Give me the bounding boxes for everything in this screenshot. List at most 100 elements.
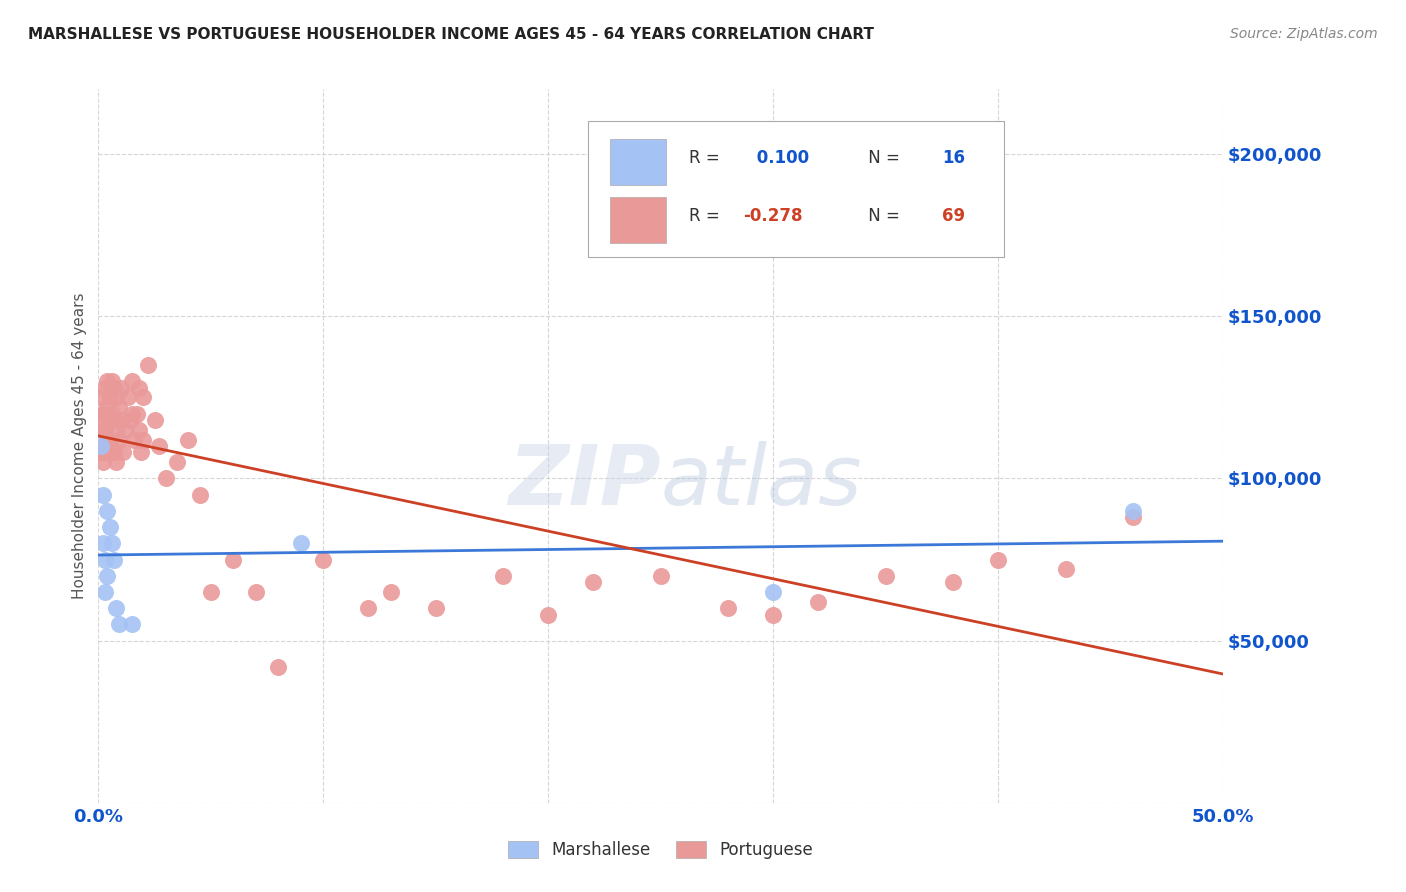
Point: [103, 552, 125, 566]
Point: [117, 390, 139, 404]
Point: [91, 407, 114, 421]
Point: [1122, 510, 1144, 524]
Point: [222, 552, 245, 566]
Legend: Marshallese, Portuguese: Marshallese, Portuguese: [502, 834, 820, 866]
Text: Source: ZipAtlas.com: Source: ZipAtlas.com: [1230, 27, 1378, 41]
Point: [101, 407, 124, 421]
Text: ZIP: ZIP: [508, 442, 661, 522]
FancyBboxPatch shape: [588, 121, 1004, 257]
Point: [96, 374, 118, 388]
Point: [492, 568, 515, 582]
Point: [103, 381, 125, 395]
Point: [94, 423, 117, 437]
Point: [121, 407, 143, 421]
Point: [96, 433, 118, 447]
Point: [91, 423, 114, 437]
Point: [121, 617, 143, 632]
Point: [114, 423, 136, 437]
Point: [105, 423, 128, 437]
Point: [105, 601, 128, 615]
Point: [110, 413, 132, 427]
Point: [762, 585, 785, 599]
Point: [105, 455, 128, 469]
Point: [98, 439, 121, 453]
Point: [96, 568, 118, 582]
Point: [537, 607, 560, 622]
Point: [105, 390, 128, 404]
Point: [94, 381, 117, 395]
Point: [96, 400, 118, 414]
Text: N =: N =: [863, 149, 905, 167]
Point: [121, 374, 143, 388]
Text: N =: N =: [863, 207, 905, 225]
Text: 69: 69: [942, 207, 965, 225]
Point: [90, 439, 112, 453]
Point: [91, 439, 114, 453]
Point: [90, 445, 112, 459]
Point: [125, 407, 148, 421]
Point: [129, 445, 152, 459]
Point: [132, 433, 155, 447]
Text: R =: R =: [689, 207, 725, 225]
Point: [942, 575, 965, 590]
Text: 16: 16: [942, 149, 965, 167]
Point: [166, 455, 188, 469]
Point: [118, 413, 141, 427]
Point: [98, 390, 121, 404]
Point: [94, 445, 117, 459]
Point: [245, 585, 267, 599]
Point: [90, 413, 112, 427]
Point: [107, 617, 129, 632]
Point: [110, 381, 132, 395]
Text: 0.100: 0.100: [751, 149, 808, 167]
Point: [1054, 562, 1077, 576]
Text: atlas: atlas: [661, 442, 862, 522]
Point: [425, 601, 447, 615]
Point: [91, 488, 114, 502]
Point: [94, 552, 117, 566]
Point: [128, 423, 150, 437]
Point: [112, 445, 135, 459]
Point: [155, 471, 177, 485]
Point: [762, 607, 785, 622]
Point: [98, 413, 121, 427]
Point: [148, 439, 170, 453]
Text: -0.278: -0.278: [742, 207, 803, 225]
Point: [101, 374, 124, 388]
Point: [200, 585, 222, 599]
Point: [103, 445, 125, 459]
Point: [582, 575, 605, 590]
Point: [107, 433, 129, 447]
Point: [124, 433, 146, 447]
Point: [143, 413, 166, 427]
Text: MARSHALLESE VS PORTUGUESE HOUSEHOLDER INCOME AGES 45 - 64 YEARS CORRELATION CHAR: MARSHALLESE VS PORTUGUESE HOUSEHOLDER IN…: [28, 27, 875, 42]
Point: [90, 390, 112, 404]
Text: R =: R =: [689, 149, 725, 167]
Bar: [610, 196, 666, 243]
Point: [91, 455, 114, 469]
Point: [177, 433, 200, 447]
Point: [650, 568, 672, 582]
Y-axis label: Householder Income Ages 45 - 64 years: Householder Income Ages 45 - 64 years: [72, 293, 87, 599]
Point: [128, 381, 150, 395]
Point: [312, 552, 335, 566]
Point: [94, 407, 117, 421]
Point: [267, 659, 290, 673]
Bar: [610, 139, 666, 186]
Point: [1122, 504, 1144, 518]
Point: [717, 601, 740, 615]
Point: [98, 520, 121, 534]
Point: [875, 568, 897, 582]
Point: [91, 536, 114, 550]
Point: [96, 504, 118, 518]
Point: [94, 585, 117, 599]
Point: [132, 390, 155, 404]
Point: [380, 585, 402, 599]
Point: [103, 413, 125, 427]
Point: [987, 552, 1010, 566]
Point: [807, 595, 830, 609]
Point: [101, 536, 124, 550]
Point: [357, 601, 380, 615]
Point: [107, 400, 129, 414]
Point: [290, 536, 312, 550]
